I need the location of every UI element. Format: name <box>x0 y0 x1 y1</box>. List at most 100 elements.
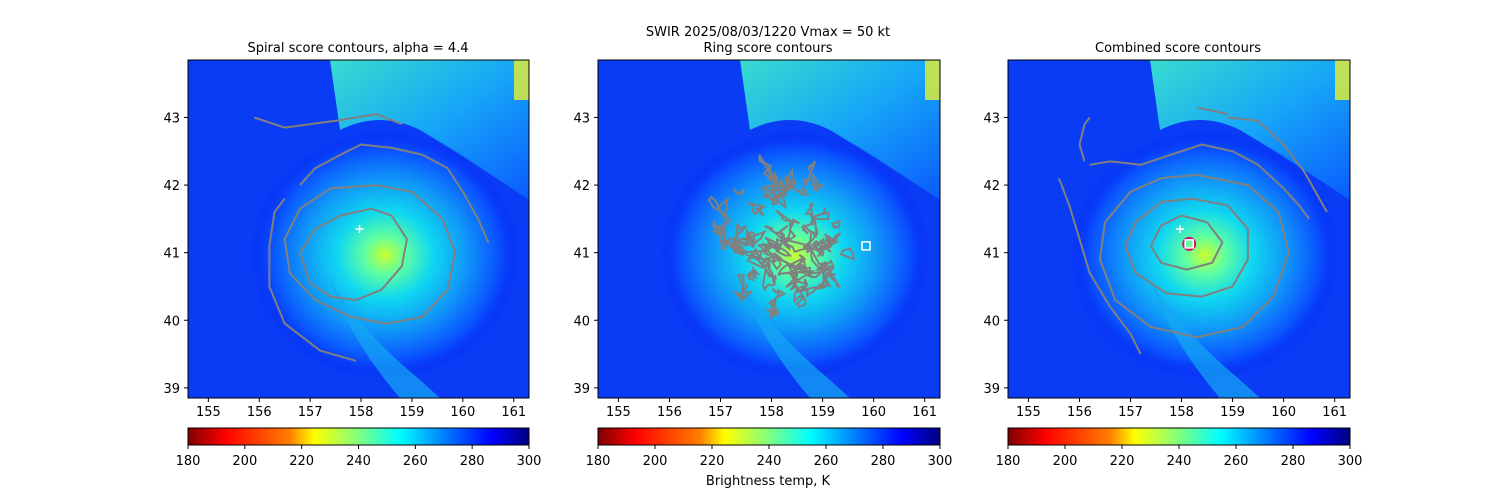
colorbar-tick-label: 300 <box>1338 454 1363 469</box>
x-tick-label: 159 <box>1220 405 1245 420</box>
ring-contour <box>745 268 759 280</box>
ring-contour <box>764 225 784 242</box>
ring-contour <box>747 201 767 217</box>
colorbar-tick-label: 260 <box>814 454 839 469</box>
axes-frame <box>187 59 530 399</box>
ring-contour <box>830 219 841 230</box>
x-tick-label: 158 <box>759 405 784 420</box>
y-tick-label: 42 <box>983 179 1000 194</box>
axes-frame <box>597 59 941 399</box>
colorbar-tick-label: 180 <box>996 454 1021 469</box>
y-tick-label: 41 <box>983 247 1000 262</box>
axis-ticks: 155 156 157 158 159 160 161 39 40 41 42 43 <box>163 111 526 420</box>
ring-contour <box>743 236 755 249</box>
y-tick-label: 41 <box>163 247 180 262</box>
ring-contour <box>732 187 744 196</box>
x-tick-label: 161 <box>501 405 526 420</box>
ring-contour <box>733 223 748 246</box>
x-tick-label: 160 <box>450 405 475 420</box>
ring-contour <box>758 154 777 184</box>
colorbar-tick-label: 180 <box>586 454 611 469</box>
ring-contour <box>826 232 842 244</box>
x-tick-label: 159 <box>810 405 835 420</box>
colorbar: 180 200 220 240 260 280 300 <box>996 427 1363 469</box>
ring-contour <box>766 166 776 183</box>
panel-title: Spiral score contours, alpha = 4.4 <box>247 41 468 56</box>
colorbar-gradient <box>187 427 530 446</box>
contour-line <box>253 113 403 129</box>
colorbar-tick-label: 280 <box>460 454 485 469</box>
x-tick-label: 159 <box>400 405 425 420</box>
panel-title: Ring score contours <box>703 41 832 56</box>
contour-line <box>1078 116 1091 162</box>
contour-line <box>283 184 457 325</box>
ring-contour <box>763 308 780 319</box>
contour-line <box>1058 177 1142 355</box>
colorbar-ticks: 180 200 220 240 260 280 300 <box>996 445 1363 469</box>
colorbar-ticks: 180 200 220 240 260 280 300 <box>586 445 953 469</box>
colorbar-gradient <box>1007 427 1351 446</box>
colorbar-gradient <box>597 427 941 446</box>
colorbar-tick-label: 240 <box>1167 454 1192 469</box>
x-tick-label: 156 <box>657 405 682 420</box>
colorbar-tick-label: 220 <box>289 454 314 469</box>
y-tick-label: 39 <box>573 382 590 397</box>
ring-contour <box>718 211 732 243</box>
center-markers <box>355 225 364 233</box>
x-tick-label: 160 <box>1271 405 1296 420</box>
y-tick-label: 40 <box>573 314 590 329</box>
ring-contour <box>707 195 730 218</box>
ring-contour <box>767 182 787 197</box>
y-tick-label: 43 <box>573 111 590 126</box>
ring-contour <box>781 237 809 254</box>
ring-contour <box>786 257 807 270</box>
first-guess-plus-marker <box>355 225 364 233</box>
colorbar-tick-label: 240 <box>346 454 371 469</box>
ring-contour <box>746 247 772 269</box>
x-tick-label: 160 <box>861 405 886 420</box>
colorbar-tick-label: 200 <box>643 454 668 469</box>
ring-contour <box>804 202 815 223</box>
center-markers <box>1176 225 1197 251</box>
colorbar-tick-label: 280 <box>871 454 896 469</box>
ring-contour <box>764 236 782 253</box>
ring-contour <box>822 239 832 251</box>
ring-contour <box>786 218 800 243</box>
x-tick-label: 158 <box>1169 405 1194 420</box>
ring-contour <box>761 266 777 292</box>
contour-line <box>1089 143 1310 220</box>
ring-contour <box>793 285 807 308</box>
colorbar-tick-label: 200 <box>1053 454 1078 469</box>
ring-center-square-marker <box>861 241 871 251</box>
y-tick-label: 43 <box>163 111 180 126</box>
ring-contour <box>810 246 828 271</box>
colorbar-ticks: 180 200 220 240 260 280 300 <box>176 445 542 469</box>
ring-contour <box>810 172 825 192</box>
ring-contour <box>711 220 724 238</box>
ring-contour <box>739 247 770 260</box>
colorbar-tick-label: 300 <box>928 454 953 469</box>
colorbar-tick-label: 260 <box>403 454 428 469</box>
colorbar: 180 200 220 240 260 280 300 <box>586 427 953 469</box>
y-tick-label: 43 <box>983 111 1000 126</box>
y-tick-label: 39 <box>163 382 180 397</box>
y-tick-label: 41 <box>573 247 590 262</box>
ring-center-square-marker <box>1184 239 1194 249</box>
contour-line <box>299 143 490 243</box>
ring-contour <box>802 160 817 188</box>
ring-contour <box>732 241 746 256</box>
combined-contours <box>1058 106 1328 355</box>
ring-contour <box>781 168 798 195</box>
axis-ticks: 155 156 157 158 159 160 161 39 40 41 42 43 <box>573 111 937 420</box>
colorbar-tick-label: 220 <box>700 454 725 469</box>
x-tick-label: 161 <box>1322 405 1347 420</box>
ring-contour <box>760 186 775 200</box>
colorbar-tick-label: 260 <box>1224 454 1249 469</box>
x-tick-label: 155 <box>606 405 631 420</box>
x-tick-label: 158 <box>349 405 374 420</box>
colorbar-tick-label: 300 <box>517 454 542 469</box>
panel-title: Combined score contours <box>1095 41 1261 56</box>
center-markers <box>861 241 871 251</box>
ring-contour <box>809 207 830 226</box>
